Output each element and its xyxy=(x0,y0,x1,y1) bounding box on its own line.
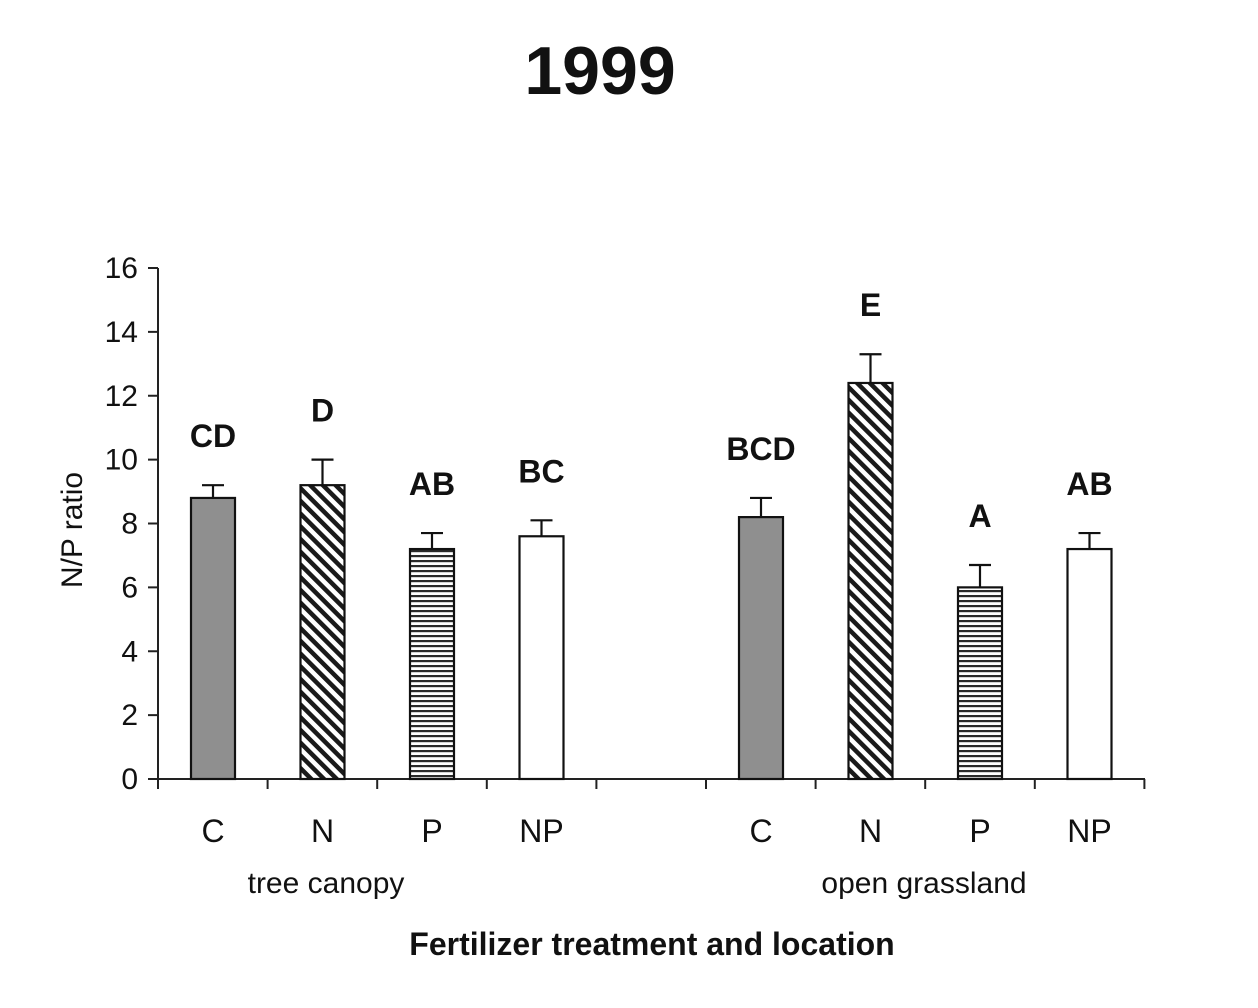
group-label: open grassland xyxy=(821,867,1026,900)
significance-letter: CD xyxy=(190,418,236,454)
chart-title: 1999 xyxy=(524,33,675,109)
bar xyxy=(299,484,346,781)
bar xyxy=(408,547,456,781)
y-tick-label: 16 xyxy=(105,252,138,285)
bar xyxy=(956,586,1004,781)
significance-letter: D xyxy=(311,393,334,429)
y-tick-label: 8 xyxy=(121,508,138,541)
x-tick-label: P xyxy=(969,813,990,849)
bar xyxy=(737,516,785,781)
significance-letter: BCD xyxy=(726,431,795,467)
group-label: tree canopy xyxy=(248,867,405,900)
x-tick-label: P xyxy=(421,813,442,849)
y-tick-label: 4 xyxy=(121,635,138,668)
y-axis-label: N/P ratio xyxy=(56,472,89,588)
bar xyxy=(847,381,894,781)
x-tick-label: N xyxy=(311,813,334,849)
x-tick-label: C xyxy=(749,813,772,849)
x-axis-label: Fertilizer treatment and location xyxy=(409,926,894,962)
significance-letter: AB xyxy=(409,466,455,502)
bars xyxy=(189,353,1113,781)
x-tick-label: NP xyxy=(519,813,563,849)
y-tick-label: 14 xyxy=(105,316,138,349)
significance-letter: AB xyxy=(1066,466,1112,502)
significance-letter: BC xyxy=(518,453,564,489)
significance-letter: E xyxy=(860,287,881,323)
x-tick-label: C xyxy=(201,813,224,849)
y-tick-label: 6 xyxy=(121,571,138,604)
y-tick-label: 12 xyxy=(105,380,138,413)
y-tick-label: 0 xyxy=(121,763,138,796)
x-tick-label: NP xyxy=(1067,813,1111,849)
bar xyxy=(1066,547,1113,781)
bar xyxy=(189,496,237,781)
bar xyxy=(518,535,565,781)
y-tick-label: 10 xyxy=(105,444,138,477)
y-tick-label: 2 xyxy=(121,699,138,732)
significance-letter: A xyxy=(968,498,991,534)
x-tick-label: N xyxy=(859,813,882,849)
